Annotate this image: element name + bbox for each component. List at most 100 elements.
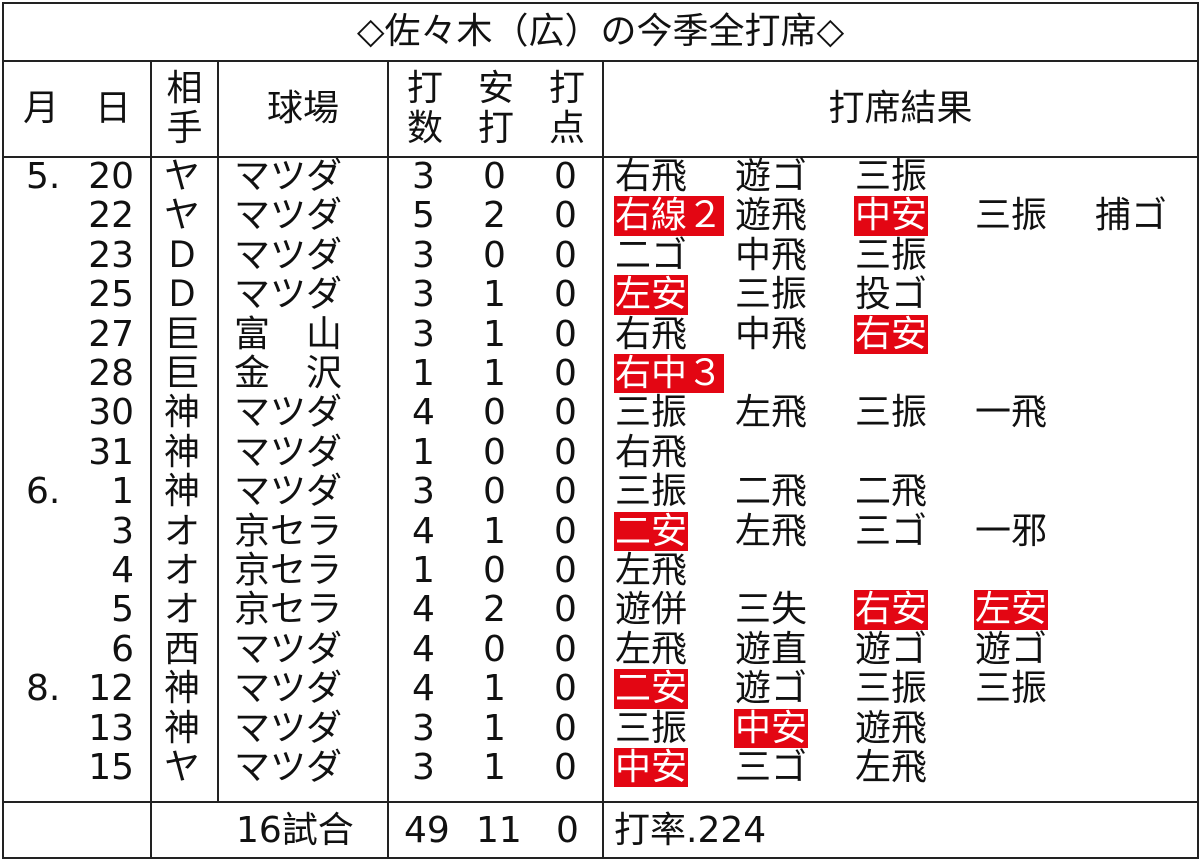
plate-result: 左飛 — [615, 550, 688, 591]
stadium: 京セラ — [234, 550, 343, 591]
at-bats: 3 — [412, 274, 435, 316]
header-hits-2: 打 — [477, 108, 514, 149]
plate-result: 二ゴ — [615, 234, 688, 276]
table-row: 31 神マツダ 1 0 0 右飛 — [4, 431, 1197, 473]
at-bats: 4 — [412, 628, 435, 670]
rbi: 0 — [554, 668, 577, 710]
divider — [387, 62, 389, 857]
plate-result: 三ゴ — [855, 510, 928, 552]
day: 12 — [88, 668, 134, 710]
stadium: マツダ — [234, 707, 343, 749]
plate-result: 三失 — [735, 589, 808, 631]
plate-result: 遊併 — [615, 589, 688, 631]
plate-result: 中飛 — [735, 234, 808, 276]
table-row: 30 神マツダ 4 0 0 三振 左飛 三振 一飛 — [4, 392, 1197, 434]
table-row: 6 西マツダ 4 0 0 左飛 遊直 遊ゴ 遊ゴ — [4, 628, 1197, 670]
table-row: 27 巨富 山 3 1 0 右飛 中飛 右安 — [4, 313, 1197, 355]
rbi: 0 — [554, 156, 577, 197]
stadium: マツダ — [234, 431, 343, 473]
header-rbi-1: 打 — [548, 68, 585, 109]
hits: 1 — [483, 707, 506, 749]
month: 5. — [26, 156, 61, 197]
plate-result: 一飛 — [975, 392, 1048, 434]
plate-result: 三振 — [975, 668, 1048, 710]
opponent: 巨 — [164, 313, 201, 355]
table-row: 3 オ京セラ 4 1 0 二安 左飛 三ゴ 一邪 — [4, 510, 1197, 552]
rbi: 0 — [554, 195, 577, 237]
header-at-bats: 打 数 — [397, 62, 453, 156]
day: 20 — [88, 156, 134, 197]
plate-result: 三振 — [855, 668, 928, 710]
plate-result: 左飛 — [735, 510, 808, 552]
rbi: 0 — [554, 353, 577, 394]
header-day: 日 — [95, 88, 132, 129]
plate-result: 遊飛 — [735, 195, 808, 237]
plate-result: 中飛 — [735, 313, 808, 355]
rbi: 0 — [554, 471, 577, 513]
hit-result: 二安 — [614, 510, 689, 552]
plate-result: 遊ゴ — [975, 628, 1048, 670]
opponent: 神 — [164, 668, 201, 710]
stadium: マツダ — [234, 234, 343, 276]
table-row: 13 神マツダ 3 1 0 三振 中安 遊飛 — [4, 707, 1197, 749]
hits: 1 — [483, 510, 506, 552]
rbi: 0 — [554, 313, 577, 355]
at-bats: 4 — [412, 392, 435, 434]
plate-result: 遊ゴ — [855, 628, 928, 670]
table-row: 23 Ｄ マツダ 3 0 0 二ゴ 中飛 三振 — [4, 234, 1197, 276]
day: 30 — [88, 392, 134, 434]
plate-result: 遊ゴ — [735, 668, 808, 710]
total-rbi: 0 — [556, 810, 579, 851]
plate-result: 三振 — [855, 156, 928, 197]
hits: 1 — [483, 747, 506, 788]
table-row: 28 巨金 沢 1 1 0 右中３ — [4, 353, 1197, 394]
plate-result: 三振 — [615, 471, 688, 513]
at-bats: 3 — [412, 747, 435, 788]
divider — [217, 62, 219, 801]
stadium: マツダ — [234, 668, 343, 710]
plate-result: 三振 — [855, 392, 928, 434]
at-bats: 4 — [412, 589, 435, 631]
hit-result: 右中３ — [614, 353, 725, 394]
hit-result: 中安 — [614, 747, 689, 788]
opponent: ヤ — [164, 747, 201, 788]
day: 1 — [111, 471, 134, 513]
opponent: 神 — [164, 392, 201, 434]
header-opponent-2: 手 — [166, 108, 203, 149]
plate-result: 三振 — [615, 392, 688, 434]
hit-result: 二安 — [614, 668, 689, 710]
opponent: Ｄ — [164, 234, 201, 276]
hits: 0 — [483, 234, 506, 276]
plate-result: 三ゴ — [735, 747, 808, 788]
plate-result: 左飛 — [855, 747, 928, 788]
stadium: 富 山 — [234, 313, 343, 355]
rbi: 0 — [554, 274, 577, 316]
rbi: 0 — [554, 431, 577, 473]
plate-result: 投ゴ — [855, 274, 928, 316]
stadium: 金 沢 — [234, 353, 343, 394]
opponent: 神 — [164, 707, 201, 749]
opponent: オ — [164, 510, 201, 552]
hits: 0 — [483, 156, 506, 197]
stadium: マツダ — [234, 392, 343, 434]
plate-result: 遊ゴ — [735, 156, 808, 197]
opponent: 神 — [164, 431, 201, 473]
table-row: 5. 20 ヤマツダ 3 0 0 右飛 遊ゴ 三振 — [4, 156, 1197, 197]
stadium: 京セラ — [234, 510, 343, 552]
plate-result: 右飛 — [615, 156, 688, 197]
plate-result: 三振 — [615, 707, 688, 749]
day: 31 — [88, 431, 134, 473]
hits: 1 — [483, 313, 506, 355]
table-row: 4 オ京セラ 1 0 0 左飛 — [4, 550, 1197, 591]
hits: 1 — [483, 668, 506, 710]
hit-result: 中安 — [854, 195, 929, 237]
rbi: 0 — [554, 392, 577, 434]
divider — [4, 801, 1197, 803]
at-bats: 3 — [412, 156, 435, 197]
rbi: 0 — [554, 234, 577, 276]
at-bats: 1 — [412, 431, 435, 473]
day: 5 — [111, 589, 134, 631]
opponent: Ｄ — [164, 274, 201, 316]
header-opponent-1: 相 — [166, 68, 203, 109]
stadium: マツダ — [234, 471, 343, 513]
